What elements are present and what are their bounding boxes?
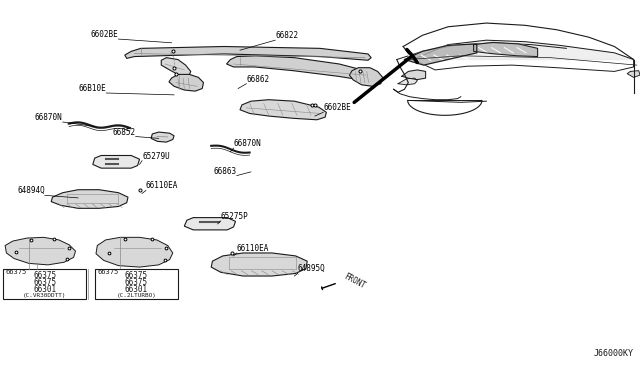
Polygon shape [5,237,76,265]
Polygon shape [402,70,426,80]
FancyBboxPatch shape [95,269,178,299]
Text: 66301: 66301 [125,285,148,294]
Text: 66110EA: 66110EA [146,182,179,190]
Text: 66822: 66822 [275,31,298,40]
Text: 66375: 66375 [97,269,118,275]
Text: FRONT: FRONT [342,272,367,290]
Polygon shape [51,190,128,208]
Text: 66375: 66375 [33,278,56,287]
Text: (C.2LTURBO): (C.2LTURBO) [116,293,156,298]
Polygon shape [211,253,307,276]
Text: 66375: 66375 [125,278,148,287]
FancyBboxPatch shape [3,269,86,299]
Text: 6602BE: 6602BE [323,103,351,112]
Text: 66301: 66301 [33,285,56,294]
Text: 66863: 66863 [214,167,237,176]
Polygon shape [125,46,371,60]
Text: 64895Q: 64895Q [298,264,325,273]
Polygon shape [404,44,477,65]
Text: 6602BE: 6602BE [91,30,118,39]
Polygon shape [349,68,383,86]
Polygon shape [93,155,140,168]
Polygon shape [169,74,204,91]
Text: J66000KY: J66000KY [594,349,634,358]
Text: 64894Q: 64894Q [17,186,45,195]
Polygon shape [240,100,326,120]
Text: 65279U: 65279U [142,152,170,161]
Polygon shape [184,218,236,230]
Text: 66862: 66862 [246,75,269,84]
Text: 66B10E: 66B10E [79,84,106,93]
Polygon shape [398,78,417,85]
Polygon shape [161,58,191,76]
Text: 66110EA: 66110EA [237,244,269,253]
Polygon shape [151,132,174,142]
Polygon shape [474,42,538,57]
Polygon shape [96,237,173,267]
Text: 66375: 66375 [33,271,56,280]
Text: 66852: 66852 [113,128,136,137]
Text: 65275P: 65275P [221,212,248,221]
Text: 66375: 66375 [5,269,26,275]
Polygon shape [627,71,640,77]
Text: 66870N: 66870N [35,113,63,122]
Text: 66375: 66375 [125,271,148,280]
Polygon shape [227,56,371,81]
Text: (C.VR30DDTT): (C.VR30DDTT) [23,293,67,298]
Polygon shape [413,40,634,60]
Text: 66870N: 66870N [234,139,261,148]
